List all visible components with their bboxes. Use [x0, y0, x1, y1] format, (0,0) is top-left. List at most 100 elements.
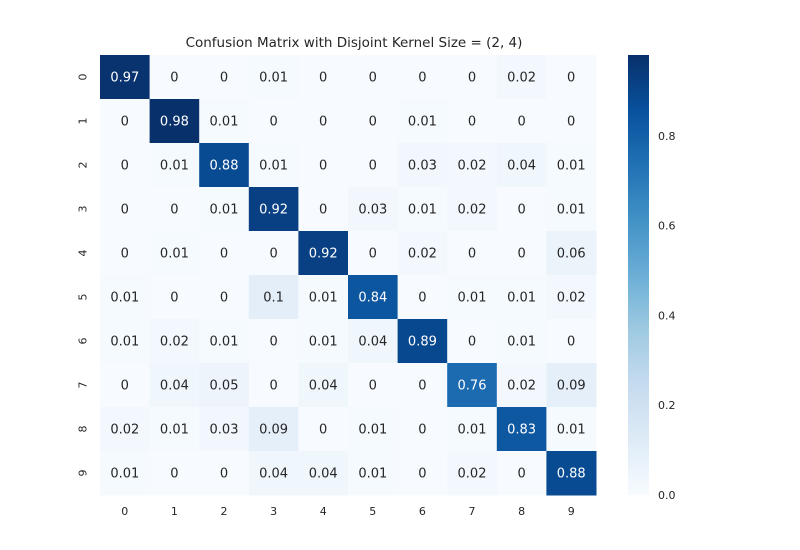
cell-value-label: 0.01: [408, 203, 437, 218]
x-tick-label: 6: [419, 505, 426, 518]
heatmap-cell: [447, 143, 498, 188]
heatmap-cell: [100, 55, 151, 100]
heatmap-cell: [447, 275, 498, 320]
cell-value-label: 0: [369, 71, 377, 86]
colorbar: [628, 55, 649, 495]
cell-value-label: 0.76: [458, 379, 487, 394]
heatmap-cell: [546, 143, 597, 188]
cell-value-label: 0.06: [557, 247, 586, 262]
heatmap-cell: [199, 451, 250, 496]
cell-value-label: 0.01: [458, 291, 487, 306]
heatmap-cell: [199, 407, 250, 452]
cell-value-label: 0.02: [458, 159, 487, 174]
heatmap-cell: [546, 407, 597, 452]
cell-value-label: 0: [418, 71, 426, 86]
cell-value-label: 0: [319, 71, 327, 86]
cell-value-label: 0.01: [507, 291, 536, 306]
heatmap-cell: [100, 407, 151, 452]
cell-value-label: 0.01: [408, 115, 437, 130]
cell-value-label: 0.92: [309, 247, 338, 262]
y-tick-label: 4: [77, 250, 90, 257]
heatmap-cell: [447, 407, 498, 452]
cell-value-label: 0.02: [507, 71, 536, 86]
heatmap-cell: [248, 407, 299, 452]
heatmap-cell: [546, 275, 597, 320]
heatmap-cell: [149, 187, 200, 232]
heatmap-cell: [100, 319, 151, 364]
cell-value-label: 0.04: [507, 159, 536, 174]
cell-value-label: 0.01: [210, 115, 239, 130]
cell-value-label: 0.83: [507, 423, 536, 438]
x-axis-ticks: 0 1 2 3 4 5 6 7 8 9: [121, 505, 574, 518]
heatmap-cell: [397, 143, 448, 188]
heatmap-cell: [447, 55, 498, 100]
heatmap-cell: [348, 187, 399, 232]
heatmap-cell: [348, 451, 399, 496]
cell-value-label: 0: [121, 159, 129, 174]
heatmap-cell: [447, 187, 498, 232]
heatmap-cell: [149, 275, 200, 320]
heatmap-cell: [248, 319, 299, 364]
cell-value-label: 0: [418, 467, 426, 482]
cell-value-label: 0.04: [358, 335, 387, 350]
heatmap-cell: [348, 143, 399, 188]
heatmap-cell: [149, 363, 200, 408]
heatmap-cell: [199, 99, 250, 144]
cell-value-label: 0.01: [358, 467, 387, 482]
y-tick-label: 1: [77, 118, 90, 125]
y-tick-label: 7: [77, 382, 90, 389]
y-tick-label: 3: [77, 206, 90, 213]
heatmap-cell: [496, 363, 547, 408]
cell-value-label: 0.01: [160, 159, 189, 174]
cell-value-label: 0: [369, 247, 377, 262]
cell-value-label: 0: [418, 379, 426, 394]
x-tick-label: 7: [469, 505, 476, 518]
heatmap-cell: [100, 143, 151, 188]
heatmap-cell: [447, 99, 498, 144]
cell-value-label: 0: [121, 247, 129, 262]
cell-value-label: 0.01: [259, 159, 288, 174]
heatmap-cell: [397, 407, 448, 452]
heatmap-cell: [447, 363, 498, 408]
heatmap-cell: [248, 55, 299, 100]
cell-value-label: 0: [418, 423, 426, 438]
heatmap-cell: [298, 275, 349, 320]
heatmap-cell: [100, 363, 151, 408]
heatmap-cell: [248, 143, 299, 188]
cell-value-label: 0.01: [507, 335, 536, 350]
heatmap-cell: [149, 143, 200, 188]
heatmap-cell: [298, 187, 349, 232]
heatmap-cell: [248, 231, 299, 276]
heatmap-cell: [447, 451, 498, 496]
cell-value-label: 0.02: [160, 335, 189, 350]
x-tick-label: 0: [121, 505, 128, 518]
heatmap-cell: [149, 319, 200, 364]
heatmap-cell: [496, 275, 547, 320]
heatmap-cell: [348, 275, 399, 320]
heatmap-cell: [199, 187, 250, 232]
cell-value-label: 0.09: [259, 423, 288, 438]
cell-value-label: 0.09: [557, 379, 586, 394]
x-tick-label: 5: [369, 505, 376, 518]
cell-value-label: 0.01: [210, 335, 239, 350]
heatmap-cell: [496, 407, 547, 452]
cell-value-label: 0.02: [557, 291, 586, 306]
y-tick-label: 6: [77, 338, 90, 345]
heatmap-cell: [546, 319, 597, 364]
cell-value-label: 0: [319, 159, 327, 174]
colorbar-tick-label: 0.2: [658, 399, 676, 412]
heatmap-cell: [397, 55, 448, 100]
y-axis-ticks: 0 1 2 3 4 5 6 7 8 9: [77, 74, 90, 477]
cell-value-label: 0: [468, 115, 476, 130]
y-tick-label: 8: [77, 426, 90, 433]
cell-value-label: 0.88: [557, 467, 586, 482]
heatmap-cell: [199, 55, 250, 100]
heatmap-cell: [348, 55, 399, 100]
cell-value-label: 0: [369, 115, 377, 130]
heatmap-cell: [397, 451, 448, 496]
cell-value-label: 0.03: [408, 159, 437, 174]
x-tick-label: 4: [320, 505, 327, 518]
x-tick-label: 2: [221, 505, 228, 518]
chart-title: Confusion Matrix with Disjoint Kernel Si…: [186, 35, 523, 51]
